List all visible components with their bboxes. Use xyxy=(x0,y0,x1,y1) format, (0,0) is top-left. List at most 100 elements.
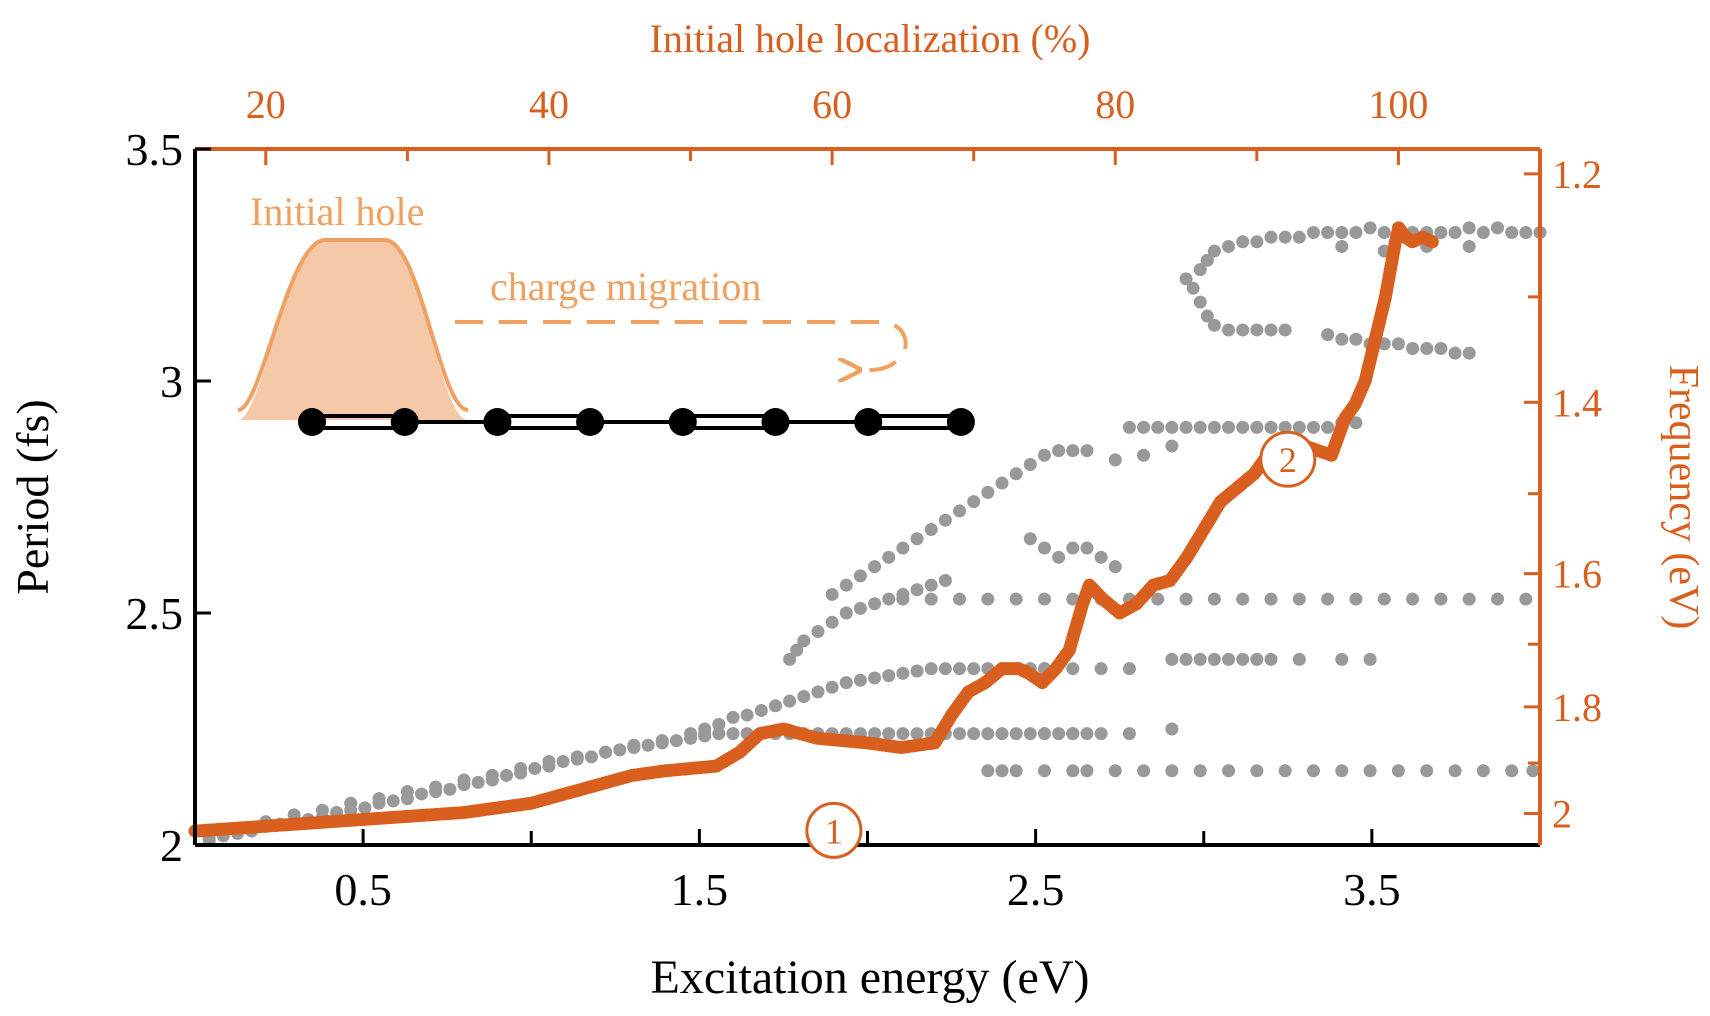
gray-data-point xyxy=(1335,652,1349,666)
x-tick-label: 2.5 xyxy=(1007,864,1065,915)
gray-data-point xyxy=(1278,323,1292,337)
gray-data-point xyxy=(1236,592,1250,606)
gray-data-point xyxy=(1250,420,1264,434)
gray-data-point xyxy=(924,592,938,606)
gray-data-point xyxy=(1420,342,1434,356)
right-tick-label: 1.4 xyxy=(1552,380,1602,425)
gray-data-point xyxy=(967,495,981,509)
gray-data-point xyxy=(797,634,811,648)
gray-data-point xyxy=(514,761,528,775)
gray-data-point xyxy=(1505,226,1519,240)
atom xyxy=(761,408,790,436)
gray-data-point xyxy=(953,727,967,741)
gray-data-point xyxy=(811,625,825,639)
gray-data-point xyxy=(1519,226,1533,240)
gray-data-point xyxy=(1236,235,1250,249)
gray-data-point xyxy=(1066,541,1080,555)
orange-data-point xyxy=(1425,235,1439,249)
gray-data-point xyxy=(372,792,386,806)
right-axis-title: Frequency (eV) xyxy=(1660,365,1706,630)
gray-data-point xyxy=(1179,652,1193,666)
gray-data-point xyxy=(825,587,839,601)
atom xyxy=(946,408,975,436)
gray-data-point xyxy=(1023,458,1037,472)
bottom-ticks: 0.5 1.5 2.5 3.5 xyxy=(334,829,1401,915)
gray-data-point xyxy=(1207,420,1221,434)
gray-data-point xyxy=(938,513,952,527)
gray-data-point xyxy=(1349,226,1363,240)
gray-data-point xyxy=(981,764,995,778)
gray-data-point xyxy=(1363,221,1377,235)
gray-data-point xyxy=(1193,652,1207,666)
gray-data-point xyxy=(896,592,910,606)
gray-data-point xyxy=(627,738,641,752)
gray-data-point xyxy=(839,606,853,620)
gray-data-point xyxy=(953,662,967,676)
gray-data-point xyxy=(1434,342,1448,356)
gray-data-point xyxy=(1264,323,1278,337)
right-tick-label: 1.2 xyxy=(1552,152,1602,197)
gray-data-point xyxy=(1080,541,1094,555)
gray-data-point xyxy=(1462,221,1476,235)
gray-data-point xyxy=(1122,420,1136,434)
gray-data-point xyxy=(1321,328,1335,342)
top-tick-label: 80 xyxy=(1095,82,1135,127)
gray-data-point xyxy=(443,782,457,796)
hole-distribution xyxy=(238,240,468,420)
gray-data-point xyxy=(1037,541,1051,555)
gray-data-point xyxy=(400,785,414,799)
gray-data-point xyxy=(1066,764,1080,778)
gray-data-point xyxy=(1037,592,1051,606)
gray-data-point xyxy=(1491,221,1505,235)
annotation-circle xyxy=(805,801,863,859)
gray-data-point xyxy=(1207,652,1221,666)
gray-data-point xyxy=(910,664,924,678)
gray-data-point xyxy=(344,796,358,810)
gray-data-point xyxy=(1037,764,1051,778)
gray-data-point xyxy=(839,578,853,592)
atom xyxy=(483,408,512,436)
gray-data-point xyxy=(825,615,839,629)
gray-data-point xyxy=(1009,764,1023,778)
gray-data-point xyxy=(754,703,768,717)
gray-data-point xyxy=(1222,764,1236,778)
gray-data-point xyxy=(953,504,967,518)
gray-data-point xyxy=(669,734,683,748)
gray-data-point xyxy=(1278,764,1292,778)
migration-arrow xyxy=(455,320,908,370)
gray-data-point xyxy=(1363,652,1377,666)
gray-data-point xyxy=(1066,727,1080,741)
gray-data-point xyxy=(712,717,726,731)
gray-data-point xyxy=(924,578,938,592)
charge-migration-label: charge migration xyxy=(490,264,761,309)
gray-data-point xyxy=(1526,764,1540,778)
gray-data-point xyxy=(1122,727,1136,741)
annotation-label: 2 xyxy=(1279,440,1297,480)
inset-title: Initial hole xyxy=(250,189,424,234)
gray-data-point xyxy=(1491,592,1505,606)
gray-data-point xyxy=(1066,444,1080,458)
gray-data-point xyxy=(1306,226,1320,240)
gray-data-point xyxy=(1009,727,1023,741)
gray-data-point xyxy=(1250,652,1264,666)
gray-data-point xyxy=(1292,652,1306,666)
gray-data-point xyxy=(853,673,867,687)
gray-data-point xyxy=(882,727,896,741)
gray-data-point xyxy=(1349,592,1363,606)
gray-data-point xyxy=(1377,226,1391,240)
gray-data-point xyxy=(528,761,542,775)
gray-data-point xyxy=(1462,592,1476,606)
gray-data-point xyxy=(1250,764,1264,778)
gray-data-point xyxy=(1377,592,1391,606)
gray-data-point xyxy=(1434,592,1448,606)
gray-data-point xyxy=(1462,346,1476,360)
gray-data-point xyxy=(1222,239,1236,253)
gray-data-point xyxy=(967,662,981,676)
top-tick-label: 20 xyxy=(246,82,286,127)
gray-data-point xyxy=(1207,592,1221,606)
gray-data-point xyxy=(358,801,372,815)
gray-data-point xyxy=(1193,764,1207,778)
gray-data-point xyxy=(1434,226,1448,240)
gray-data-point xyxy=(1505,764,1519,778)
gray-data-point xyxy=(1222,420,1236,434)
